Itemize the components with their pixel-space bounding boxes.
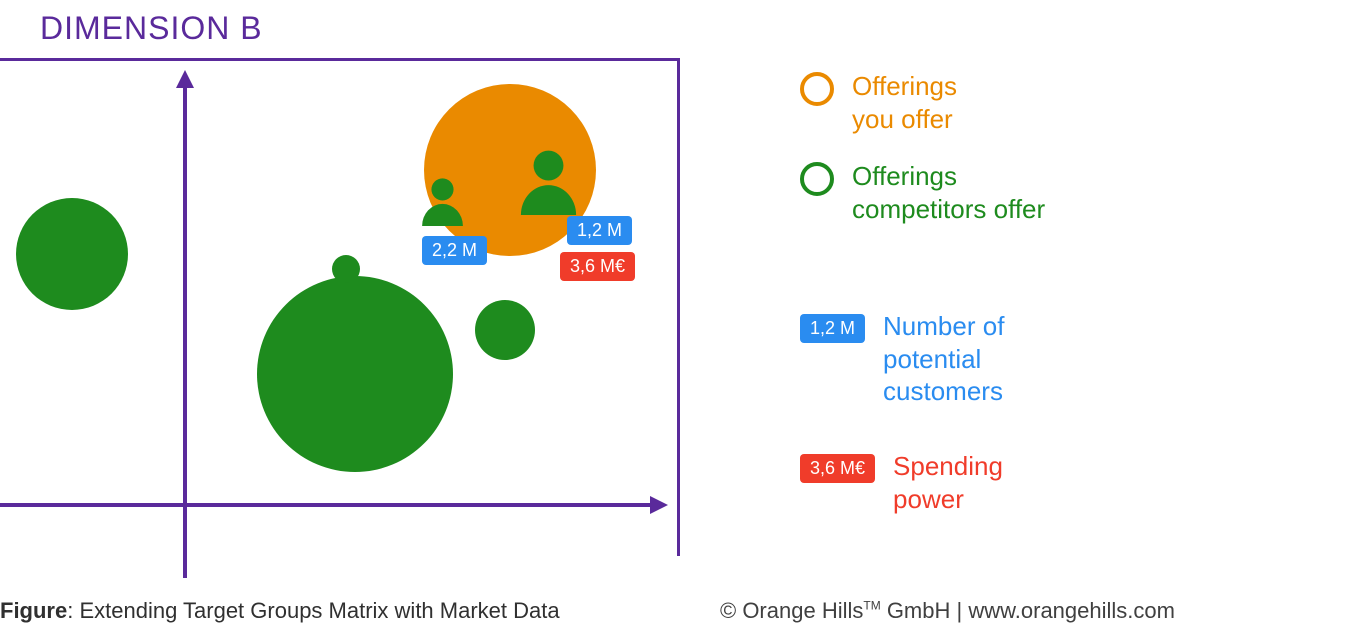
data-badge: 3,6 M€ — [560, 252, 635, 281]
legend-label: Number ofpotentialcustomers — [883, 310, 1004, 408]
person-icon — [514, 146, 583, 215]
bubble — [257, 276, 453, 472]
caption-prefix: Figure — [0, 598, 67, 623]
data-badge: 1,2 M — [567, 216, 632, 245]
figure-caption: Figure: Extending Target Groups Matrix w… — [0, 598, 560, 624]
legend-label: Offeringsyou offer — [852, 70, 957, 135]
legend-item: Offeringscompetitors offer — [800, 160, 1045, 225]
legend-item: Offeringsyou offer — [800, 70, 957, 135]
bubble — [475, 300, 535, 360]
legend-item: 1,2 M Number ofpotentialcustomers — [800, 310, 1004, 408]
legend-badge: 1,2 M — [800, 314, 865, 343]
person-icon — [417, 175, 468, 226]
legend-badge: 3,6 M€ — [800, 454, 875, 483]
copyright-suffix: GmbH | www.orangehills.com — [881, 598, 1175, 623]
legend-circle-icon — [800, 162, 834, 196]
bubble — [332, 255, 360, 283]
caption-text: : Extending Target Groups Matrix with Ma… — [67, 598, 559, 623]
legend-circle-icon — [800, 72, 834, 106]
legend-item: 3,6 M€ Spendingpower — [800, 450, 1003, 515]
data-badge: 2,2 M — [422, 236, 487, 265]
bubble — [16, 198, 128, 310]
copyright-prefix: © Orange Hills — [720, 598, 863, 623]
legend-label: Offeringscompetitors offer — [852, 160, 1045, 225]
copyright: © Orange HillsTM GmbH | www.orangehills.… — [720, 598, 1175, 624]
legend-label: Spendingpower — [893, 450, 1003, 515]
trademark: TM — [863, 599, 880, 613]
